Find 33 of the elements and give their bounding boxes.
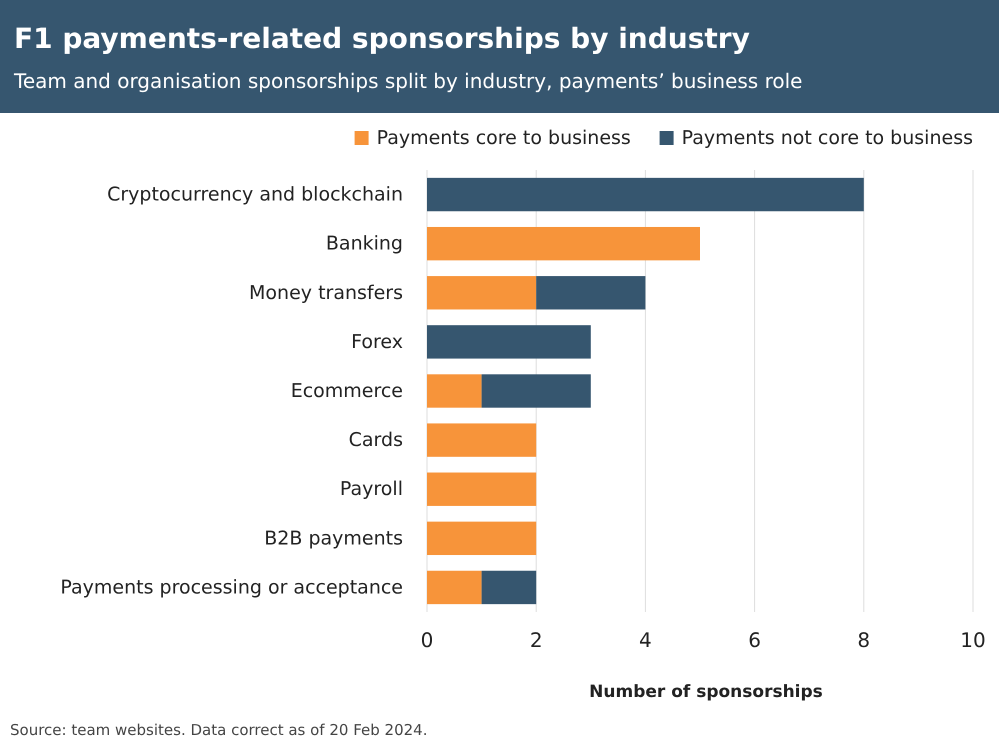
x-tick-label: 10	[960, 628, 986, 652]
source-note: Source: team websites. Data correct as of 20 Feb 2024.	[10, 721, 428, 739]
x-tick-label: 2	[530, 628, 543, 652]
legend-label: Payments not core to business	[682, 127, 974, 149]
bar	[482, 570, 536, 604]
y-tick-label: Forex	[351, 330, 403, 353]
y-tick-label: Banking	[326, 232, 403, 255]
bar	[536, 276, 646, 310]
y-tick-label: Payments processing or acceptance	[60, 576, 403, 598]
bar	[482, 374, 591, 408]
y-tick-label: Money transfers	[249, 282, 403, 304]
y-tick-label: Cards	[348, 429, 403, 452]
bar	[427, 226, 700, 260]
x-tick-label: 6	[748, 628, 761, 652]
bar	[427, 423, 536, 457]
bar	[427, 276, 536, 310]
bar	[427, 570, 482, 604]
bar	[427, 522, 536, 556]
x-tick-label: 4	[639, 628, 652, 652]
chart-title: F1 payments-related sponsorships by industry	[14, 22, 750, 55]
x-tick-label: 8	[857, 628, 870, 652]
y-tick-label: Cryptocurrency and blockchain	[107, 184, 403, 206]
bar	[427, 325, 591, 359]
y-tick-label: Payroll	[340, 478, 403, 500]
bar	[427, 178, 864, 212]
x-axis-title: Number of sponsorships	[589, 682, 823, 702]
legend-label: Payments core to business	[376, 127, 631, 149]
x-tick-label: 0	[420, 628, 434, 652]
y-tick-label: Ecommerce	[290, 380, 403, 402]
y-tick-label: B2B payments	[264, 527, 403, 550]
bar	[427, 374, 482, 408]
chart-subtitle: Team and organisation sponsorships split by industry, payments’ business role	[13, 69, 802, 93]
bar	[427, 472, 536, 506]
